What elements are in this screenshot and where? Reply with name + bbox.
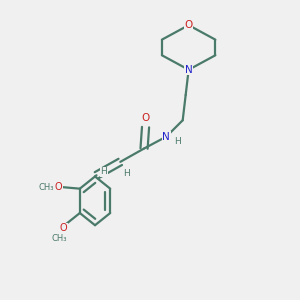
Text: N: N [163, 132, 170, 142]
Text: CH₃: CH₃ [51, 234, 67, 243]
Text: O: O [184, 20, 193, 30]
Text: H: H [100, 167, 107, 176]
Text: H: H [123, 169, 130, 178]
Text: O: O [60, 224, 67, 233]
Text: O: O [55, 182, 62, 192]
Text: H: H [174, 137, 181, 146]
Text: CH₃: CH₃ [38, 183, 54, 192]
Text: N: N [185, 65, 193, 75]
Text: O: O [141, 113, 150, 123]
